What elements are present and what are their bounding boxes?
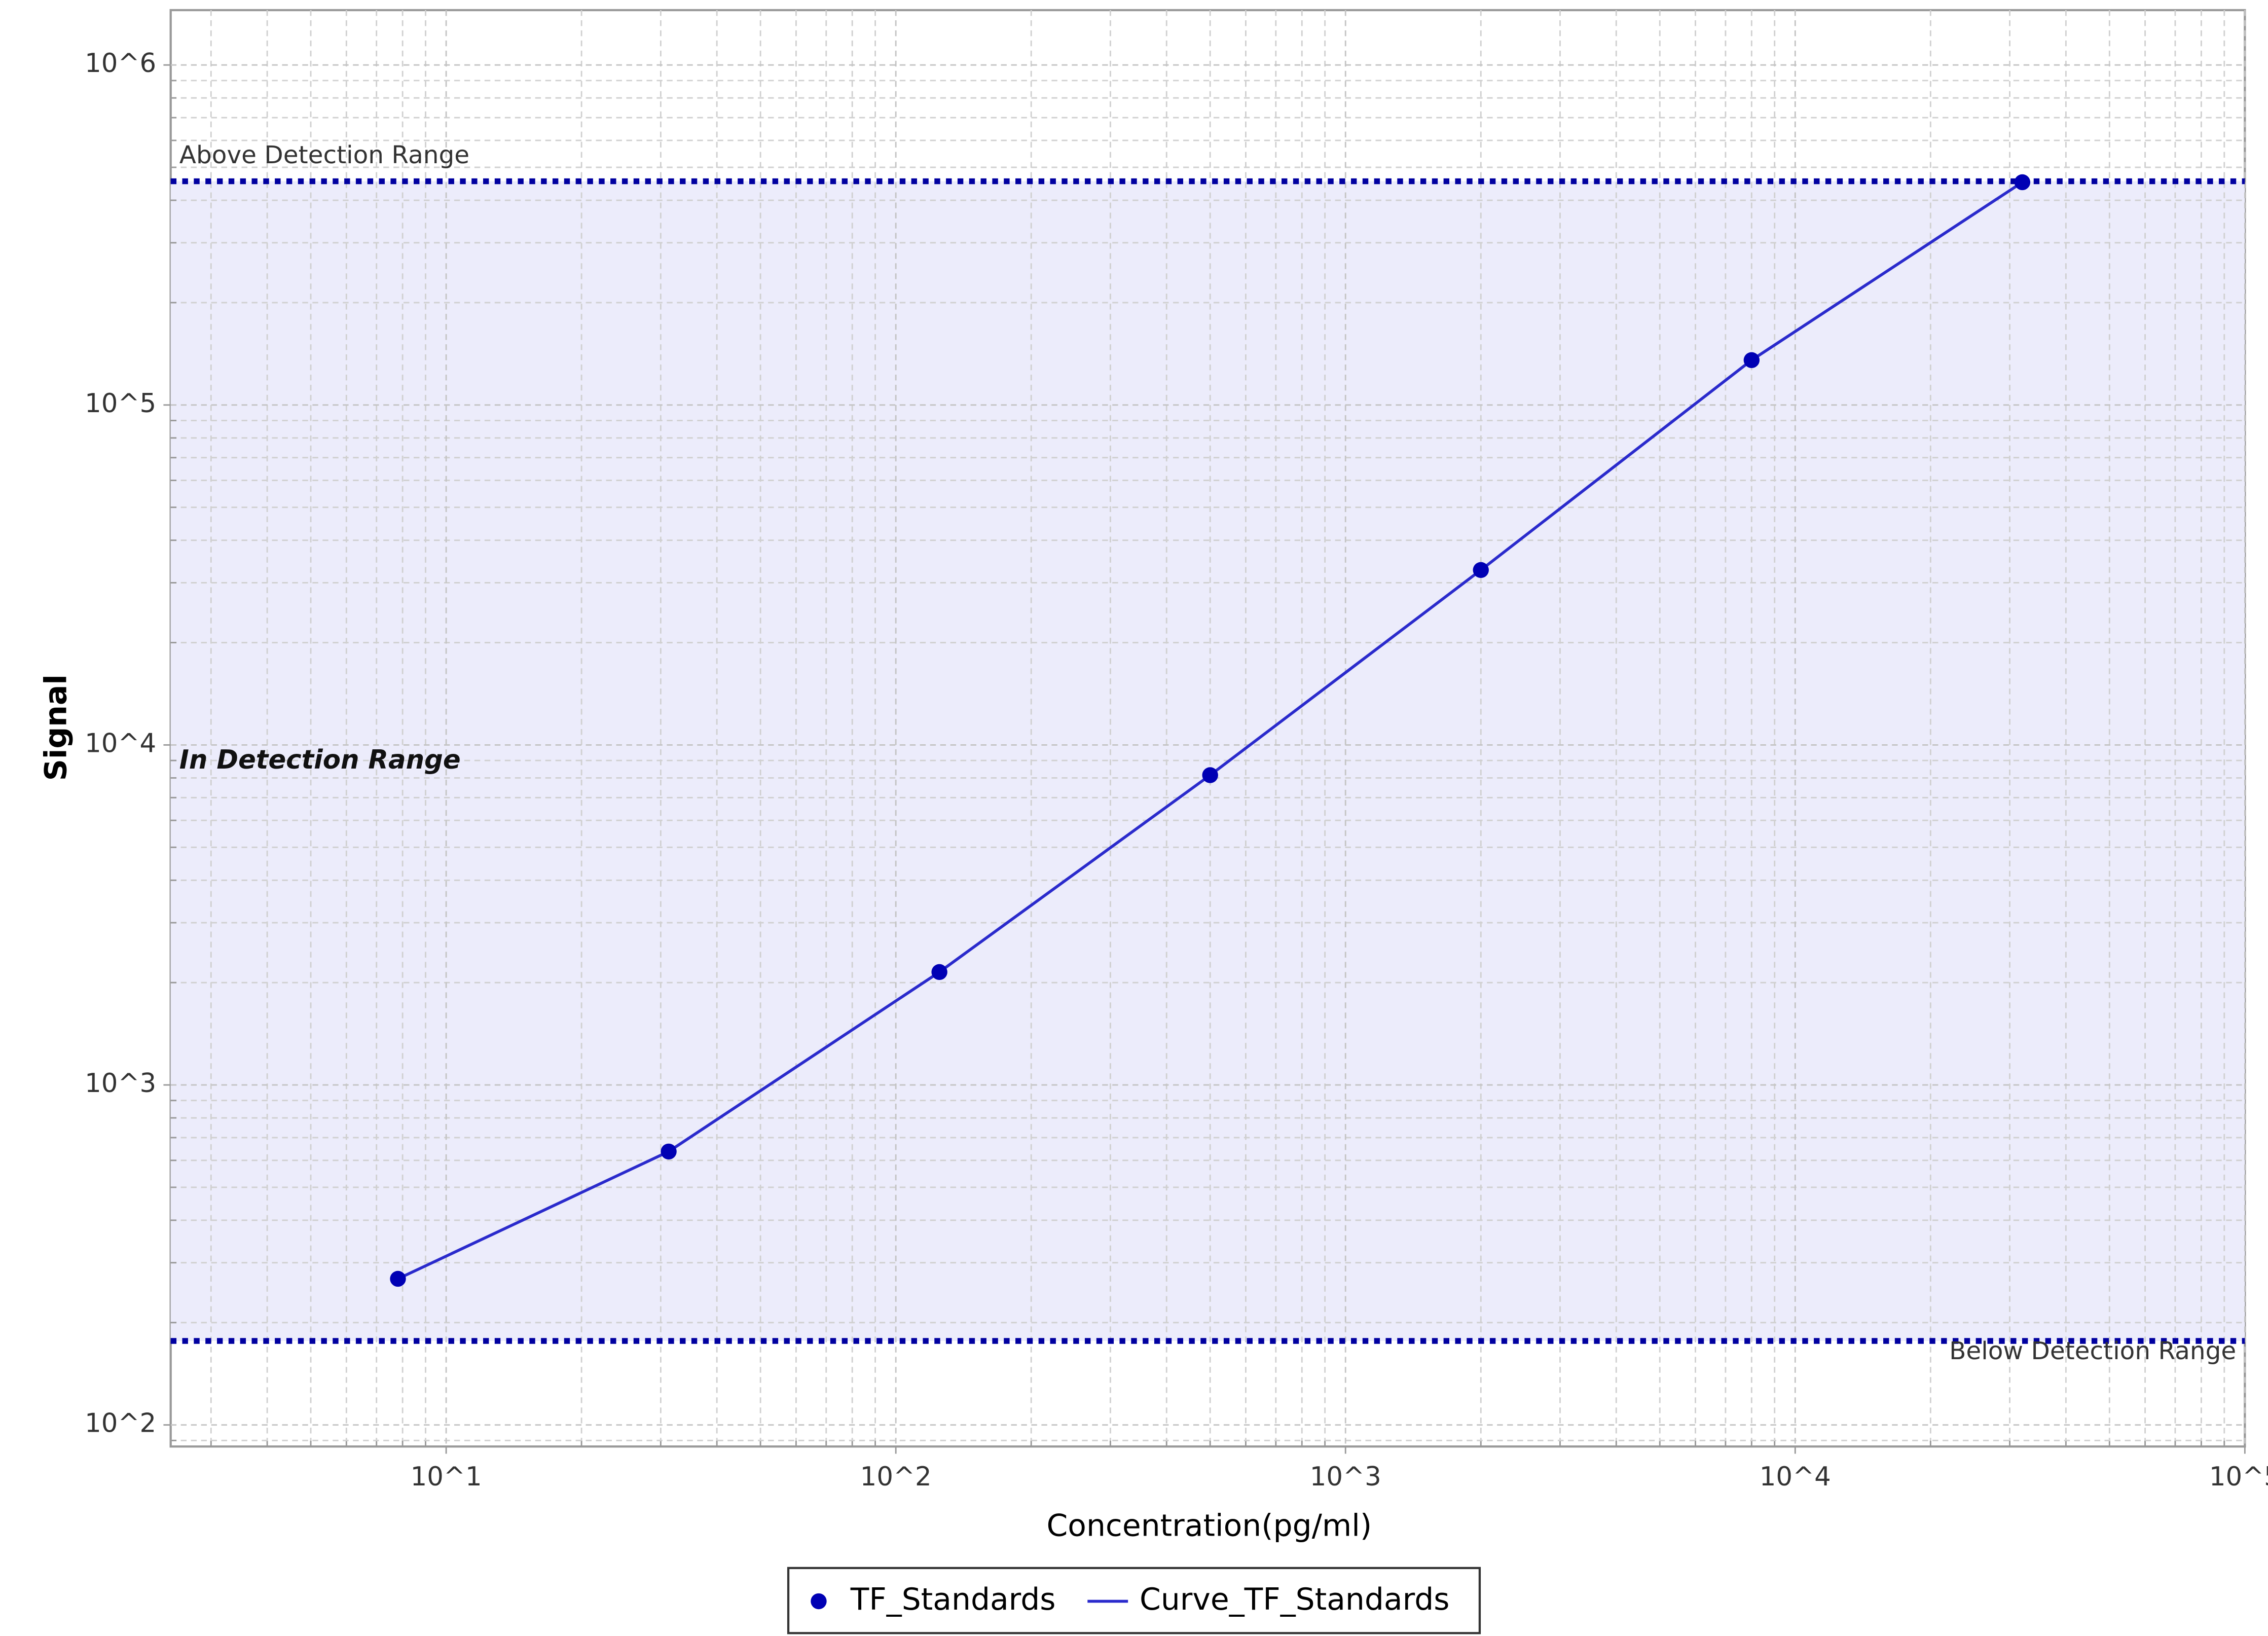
legend-label: Curve_TF_Standards xyxy=(1140,1582,1449,1617)
y-tick-label: 10^2 xyxy=(85,1408,156,1439)
y-tick-label: 10^3 xyxy=(85,1068,156,1099)
point xyxy=(931,964,947,980)
y-tick-label: 10^5 xyxy=(85,388,156,419)
x-tick-label: 10^3 xyxy=(1310,1462,1381,1492)
x-tick-label: 10^2 xyxy=(860,1462,932,1492)
point xyxy=(2014,174,2031,191)
annotation: In Detection Range xyxy=(179,745,461,775)
legend-marker xyxy=(811,1593,827,1610)
y-tick-label: 10^6 xyxy=(85,48,156,79)
point xyxy=(661,1143,677,1160)
point xyxy=(390,1270,406,1287)
point xyxy=(1202,767,1218,783)
x-tick-label: 10^1 xyxy=(411,1462,482,1492)
legend xyxy=(787,1567,1481,1634)
grid xyxy=(163,10,2246,1454)
legend-label: TF_Standards xyxy=(850,1582,1056,1617)
point xyxy=(1743,352,1760,369)
x-tick-label: 10^5 xyxy=(2209,1462,2268,1492)
legend-items: TF_Standards Curve_TF_Standards xyxy=(811,1582,1449,1617)
content: 10^1 10^2 10^3 10^4 10^5 10^2 10^3 10^4 10^5 10^6… xyxy=(85,48,2268,1492)
x-tick-label: 10^4 xyxy=(1760,1462,1831,1492)
annotation: Above Detection Range xyxy=(179,141,469,169)
point xyxy=(1473,562,1489,578)
y-tick-label: 10^4 xyxy=(85,728,156,758)
annotation: Below Detection Range xyxy=(1949,1337,2236,1365)
y-axis-label: Signal xyxy=(39,674,74,781)
x-axis-label: Concentration(pg/ml) xyxy=(1046,1508,1372,1544)
